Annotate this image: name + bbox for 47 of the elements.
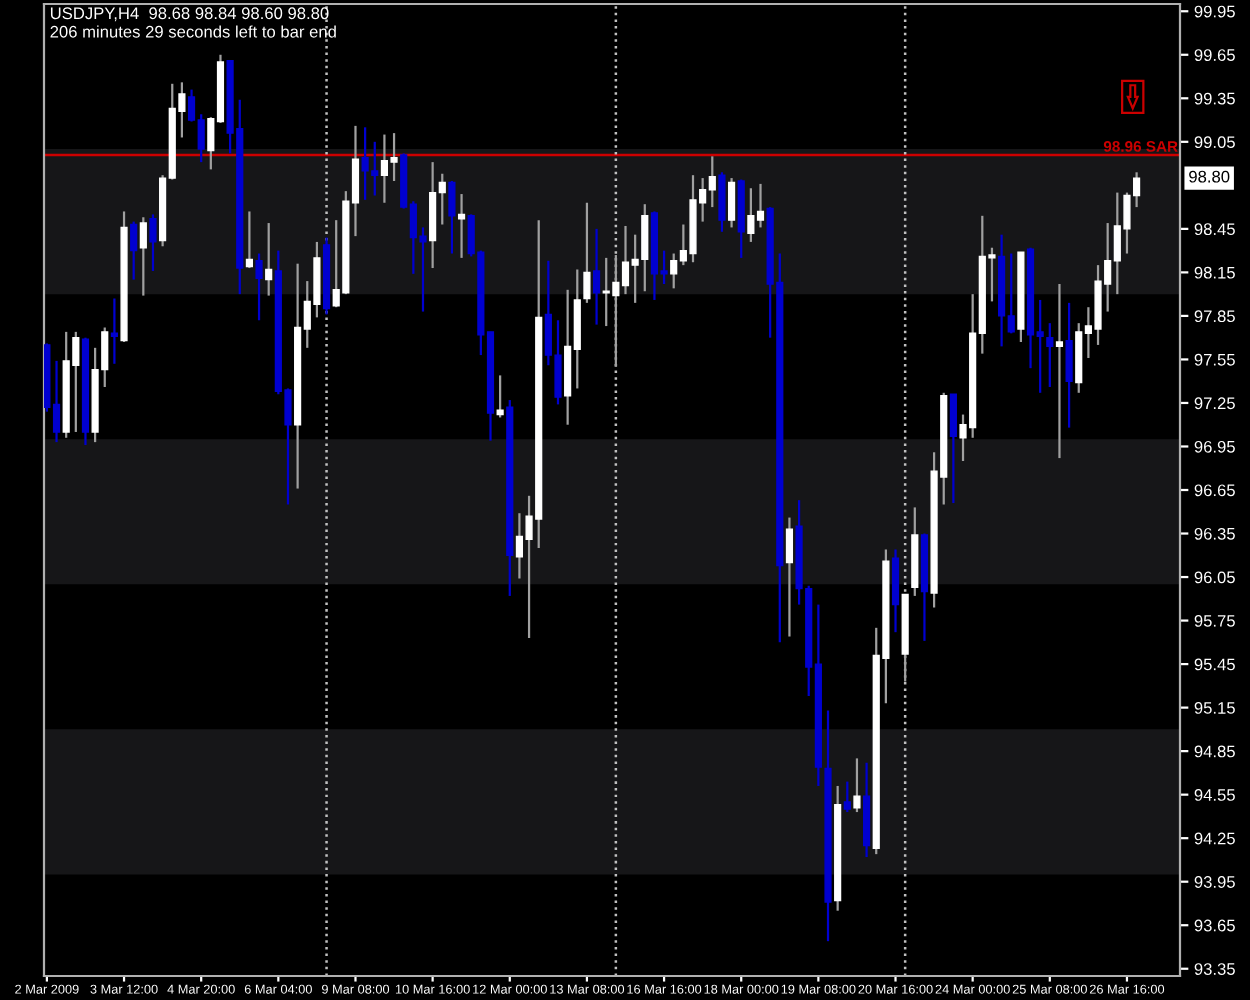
candlestick	[149, 213, 157, 273]
y-tick-label: 94.25	[1194, 832, 1235, 845]
candlestick	[496, 374, 504, 419]
y-tick-label: 94.55	[1194, 789, 1235, 801]
candlestick	[891, 548, 900, 634]
y-tick-label: 95.45	[1194, 658, 1235, 671]
candlestick	[583, 201, 591, 304]
y-tick-label: 96.05	[1194, 571, 1235, 584]
candlestick	[1046, 322, 1054, 389]
candlestick	[592, 227, 601, 326]
candlestick	[110, 297, 118, 365]
candlestick	[727, 176, 736, 229]
candlestick	[245, 210, 253, 270]
y-tick-label: 99.35	[1194, 92, 1235, 105]
y-tick-label: 98.45	[1194, 223, 1235, 236]
candlestick	[1055, 282, 1064, 460]
y-tick-label: 97.25	[1194, 397, 1235, 410]
candlestick	[853, 757, 861, 814]
y-tick-label: 94.85	[1194, 745, 1235, 758]
y-tick-label: 93.65	[1194, 919, 1235, 932]
candlestick	[718, 171, 726, 233]
y-tick-label: 96.65	[1194, 484, 1235, 497]
y-tick-label: 99.65	[1194, 49, 1235, 61]
candlestick	[448, 179, 456, 255]
candlestick	[1065, 301, 1073, 429]
candlestick	[785, 516, 794, 638]
candlestick	[130, 220, 138, 281]
candlestick	[843, 780, 851, 814]
y-tick-label: 93.35	[1194, 963, 1235, 975]
candlestick	[949, 393, 957, 505]
candlestick	[265, 221, 273, 297]
text: 98.80	[1189, 170, 1230, 183]
y-tick-label: 97.85	[1194, 310, 1235, 323]
candlestick	[457, 192, 466, 259]
annotation: 206 minutes 29 seconds left to bar end	[50, 25, 336, 38]
y-tick-label: 95.15	[1194, 702, 1235, 714]
y-tick-label: 97.55	[1194, 353, 1235, 366]
y-tick-label: 99.05	[1194, 136, 1235, 149]
candlestick	[139, 216, 147, 297]
y-tick-label: 96.35	[1194, 527, 1235, 540]
y-tick-label: 99.95	[1194, 5, 1235, 18]
y-tick-label: 96.95	[1194, 440, 1235, 453]
y-tick-label: 93.95	[1194, 876, 1235, 888]
y-tick-label: 95.75	[1194, 614, 1235, 627]
y-tick-label: 98.15	[1194, 266, 1235, 279]
chart-title: USDJPY,H4 98.68 98.84 98.60 98.80	[50, 7, 329, 22]
candlestick	[255, 252, 263, 322]
